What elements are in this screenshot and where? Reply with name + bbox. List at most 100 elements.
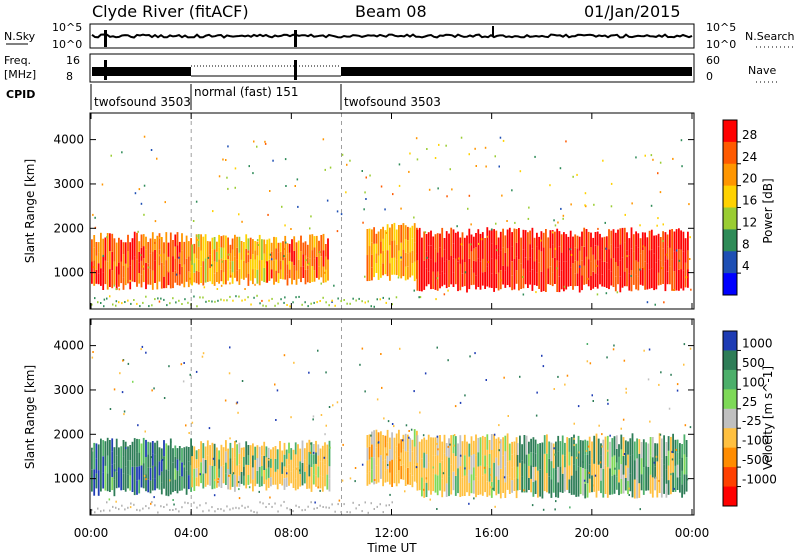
power-echo-cell <box>245 248 248 264</box>
power-ground-scatter <box>337 297 339 300</box>
power-scatter-point <box>297 205 299 208</box>
velocity-echo-cell <box>301 463 304 486</box>
velocity-echo-cell <box>642 439 645 468</box>
velocity-scatter-point <box>499 441 501 444</box>
velocity-echo-cell <box>154 466 156 479</box>
velocity-scatter-point <box>213 494 216 497</box>
power-echo-cell <box>443 249 446 262</box>
velocity-scatter-point <box>586 360 589 363</box>
power-scatter-point <box>341 153 344 156</box>
power-scatter-point <box>659 161 662 164</box>
velocity-echo-cell <box>127 460 129 475</box>
power-echo-cell <box>502 265 504 285</box>
velocity-echo-cell <box>490 450 493 466</box>
power-echo-cell <box>484 255 486 272</box>
power-scatter-point <box>385 231 388 234</box>
power-scatter-point <box>269 253 272 256</box>
velocity-echo-cell <box>377 457 380 483</box>
velocity-echo-cell <box>308 452 311 465</box>
velocity-echo-cell <box>393 437 396 461</box>
power-echo-cell <box>247 238 250 251</box>
velocity-echo-cell <box>511 441 513 455</box>
velocity-ytick-label: 2000 <box>53 427 84 441</box>
power-echo-cell <box>536 259 538 273</box>
power-echo-cell <box>197 271 200 285</box>
power-echo-cell <box>524 230 527 258</box>
velocity-scatter-point <box>643 349 645 352</box>
velocity-echo-cell <box>439 462 441 491</box>
velocity-echo-cell <box>231 473 234 487</box>
power-echo-cell <box>547 268 550 285</box>
velocity-echo-cell <box>477 466 480 481</box>
velocity-echo-cell <box>622 437 625 456</box>
velocity-scatter-point <box>413 390 415 393</box>
velocity-scatter-point <box>320 414 323 416</box>
power-scatter-point <box>413 289 415 292</box>
power-scatter-point <box>142 265 144 268</box>
power-scatter-point <box>320 282 322 285</box>
power-ground-scatter <box>208 300 210 302</box>
velocity-scatter-point <box>474 352 476 355</box>
power-echo-cell <box>632 234 635 252</box>
power-echo-cell <box>472 248 475 261</box>
velocity-echo-cell <box>611 475 614 495</box>
power-echo-cell <box>639 238 642 254</box>
velocity-ground-scatter <box>136 508 138 511</box>
power-colorbar-swatch <box>723 251 737 274</box>
velocity-echo-cell <box>577 481 580 497</box>
velocity-echo-cell <box>229 442 232 459</box>
velocity-echo-cell <box>479 465 482 495</box>
velocity-scatter-point <box>673 487 675 490</box>
power-scatter-point <box>121 151 123 154</box>
velocity-echo-cell <box>416 435 419 463</box>
power-scatter-point <box>195 200 198 203</box>
power-scatter-point <box>419 296 422 299</box>
power-echo-cell <box>252 254 254 270</box>
power-scatter-point <box>501 194 503 197</box>
velocity-echo-cell <box>681 444 683 458</box>
velocity-echo-cell <box>261 466 263 477</box>
power-echo-cell <box>322 233 325 251</box>
power-echo-cell <box>418 259 421 292</box>
velocity-scatter-point <box>613 344 615 347</box>
velocity-scatter-point <box>359 363 361 366</box>
power-echo-cell <box>218 259 220 272</box>
velocity-ground-scatter <box>106 501 108 504</box>
power-echo-cell <box>495 230 498 245</box>
velocity-echo-cell <box>497 465 500 480</box>
velocity-scatter-point <box>224 399 227 402</box>
power-echo-cell <box>277 263 280 274</box>
power-echo-cell <box>377 255 380 280</box>
power-echo-cell <box>291 239 293 262</box>
velocity-echo-cell <box>649 437 652 456</box>
velocity-scatter-point <box>404 490 406 493</box>
power-echo-cell <box>195 234 198 247</box>
power-echo-cell <box>581 231 583 247</box>
power-echo-cell <box>551 258 554 273</box>
power-echo-cell <box>275 259 278 271</box>
velocity-echo-cell <box>528 477 530 490</box>
velocity-echo-cell <box>187 475 190 490</box>
velocity-ground-scatter <box>367 511 369 514</box>
velocity-echo-cell <box>631 433 634 455</box>
velocity-echo-cell <box>620 479 623 494</box>
power-echo-cell <box>213 249 216 262</box>
velocity-scatter-point <box>132 380 134 383</box>
velocity-echo-cell <box>597 438 600 465</box>
velocity-scatter-point <box>588 471 590 474</box>
velocity-scatter-point <box>238 497 241 500</box>
power-echo-cell <box>574 273 577 287</box>
power-echo-cell <box>635 260 637 275</box>
power-echo-cell <box>258 260 261 286</box>
velocity-echo-cell <box>615 462 618 477</box>
power-ground-scatter <box>346 302 348 305</box>
freq-left-tick-bottom: 8 <box>66 70 73 83</box>
velocity-ground-scatter <box>391 501 393 504</box>
power-echo-cell <box>227 259 229 281</box>
velocity-ground-scatter <box>217 508 219 510</box>
power-colorbar-swatch <box>723 120 737 143</box>
power-echo-cell <box>450 256 453 285</box>
power-echo-cell <box>612 229 615 259</box>
velocity-scatter-point <box>601 433 603 436</box>
noise-left-tick-bottom: 10^0 <box>52 38 82 51</box>
